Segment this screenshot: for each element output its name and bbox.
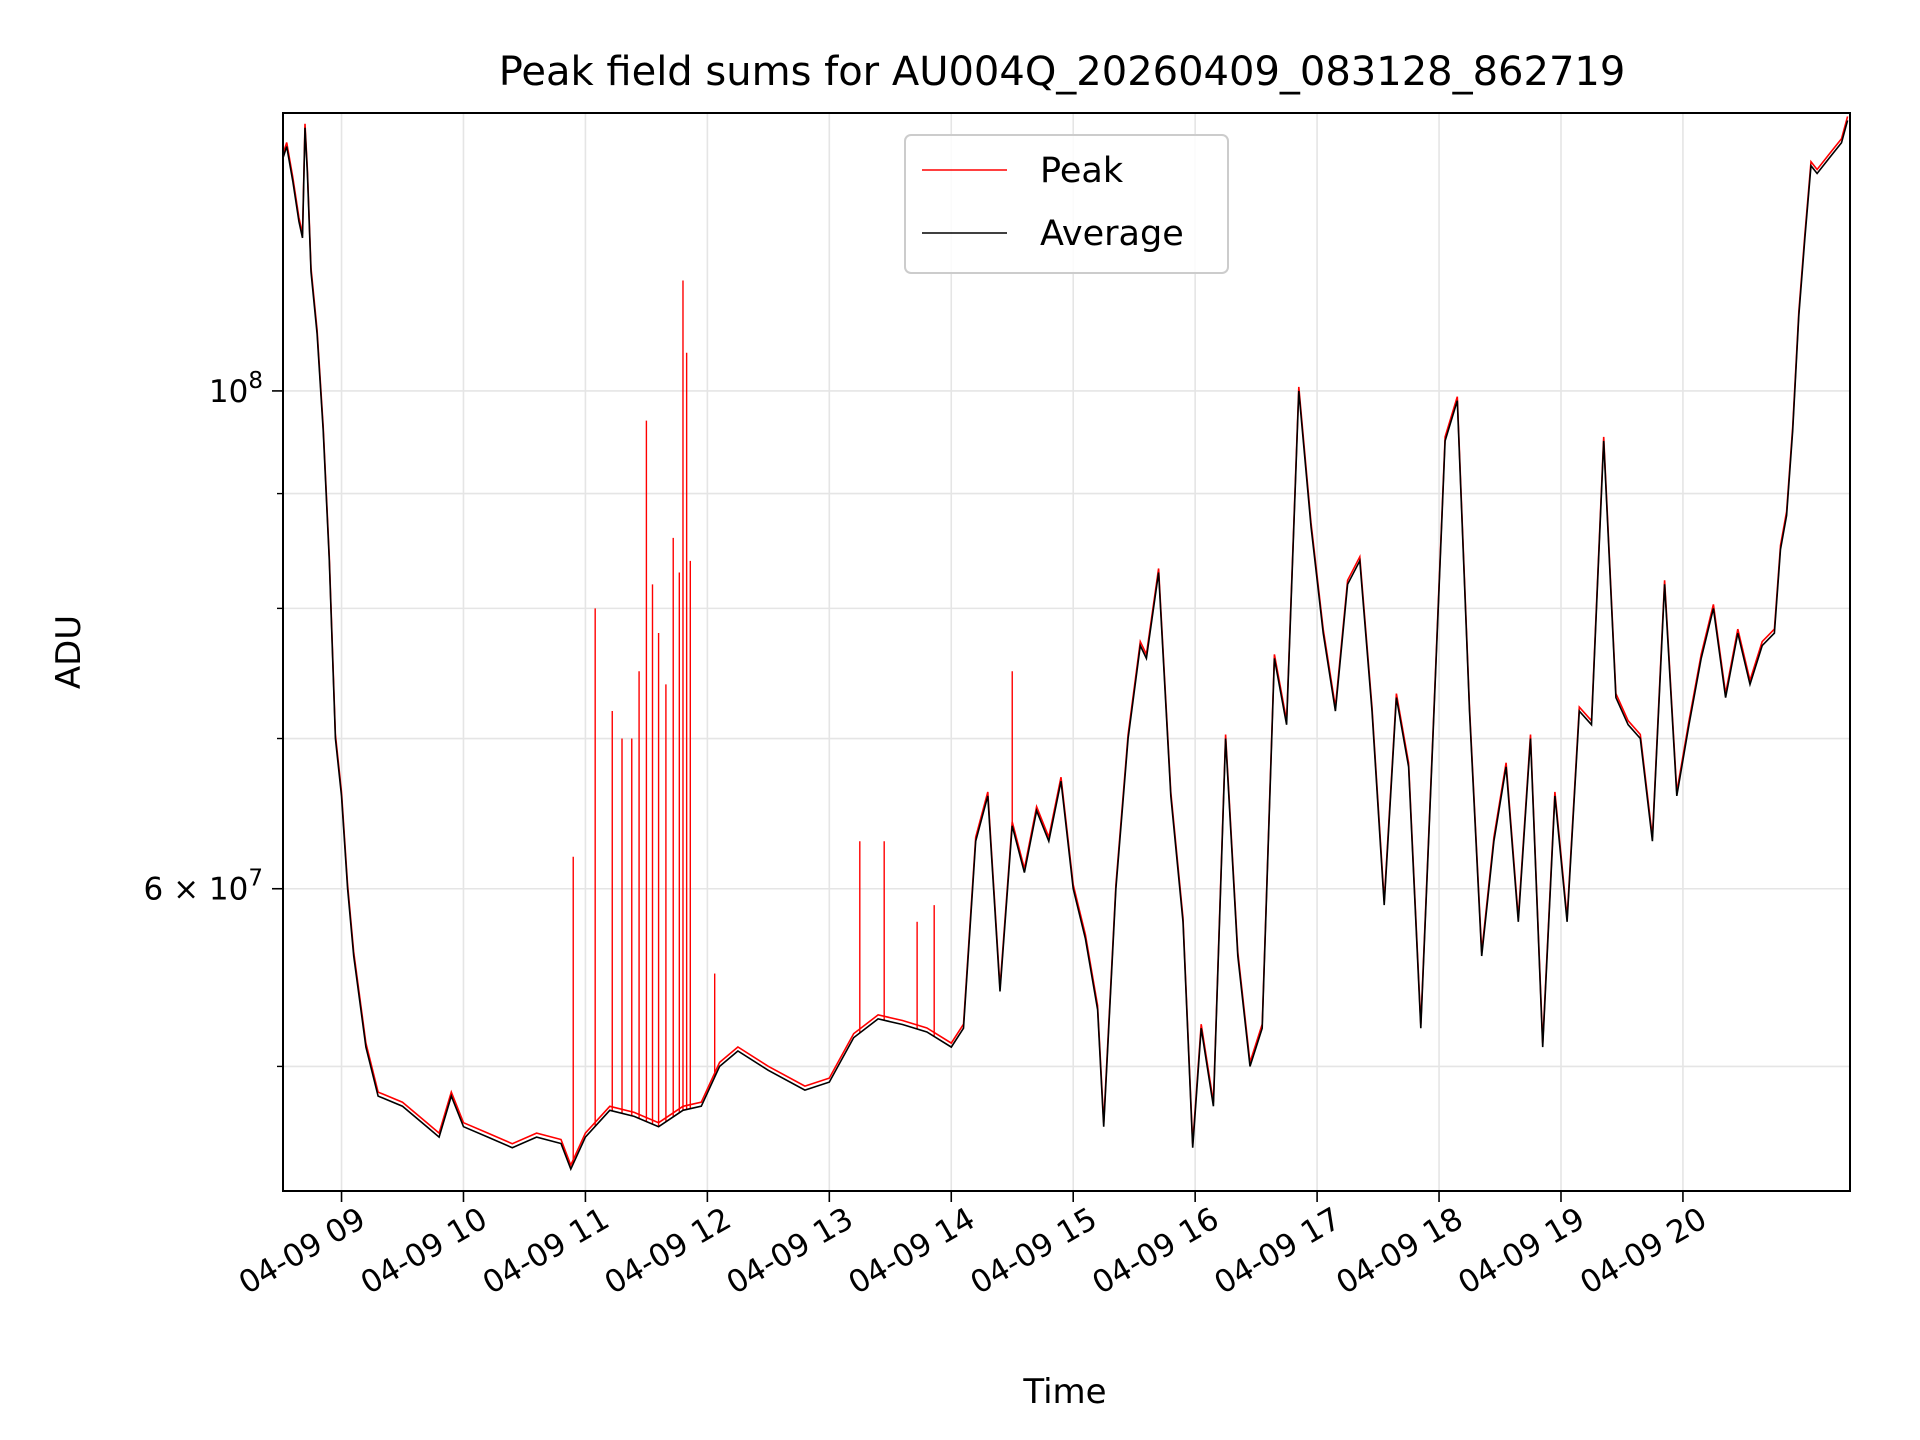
legend-label-peak: Peak [1040, 151, 1124, 191]
legend-label-average: Average [1040, 214, 1184, 254]
grid-lines [283, 113, 1850, 1191]
y-tick-label: 108 [209, 368, 263, 410]
legend: Peak Average [904, 134, 1229, 274]
chart-title: Peak field sums for AU004Q_20260409_0831… [499, 49, 1626, 95]
y-tick-label: 6 × 107 [144, 866, 264, 908]
peak-spikes [572, 280, 1013, 1164]
axes-frame [282, 112, 1851, 1192]
y-axis-ticks: 6 × 107 108 [144, 368, 283, 1068]
plot-area [282, 116, 1849, 1172]
series-line-average [282, 120, 1849, 1172]
x-axis-label: Time [1022, 1372, 1106, 1412]
y-axis-label: ADU [49, 615, 89, 689]
